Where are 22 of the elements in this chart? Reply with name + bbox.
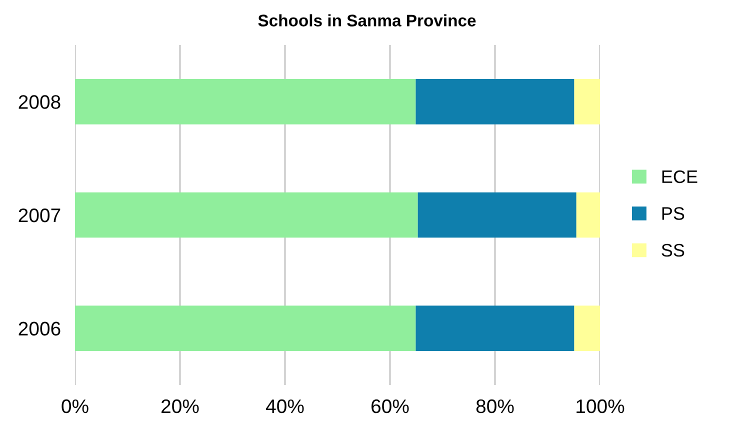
x-tick-label: 80%: [476, 399, 514, 414]
x-tick-label: 100%: [576, 399, 624, 414]
bar: [576, 192, 600, 238]
y-tick-label: 2008: [18, 95, 60, 109]
bar: [418, 192, 576, 238]
x-tick-label: 60%: [372, 399, 409, 414]
chart-title: Schools in Sanma Province: [258, 14, 476, 26]
y-tick-label: 2006: [18, 322, 60, 336]
legend-label: PS: [662, 207, 684, 220]
bar: [574, 79, 600, 124]
bar: [416, 79, 574, 124]
x-tick-label: 20%: [162, 399, 199, 414]
bar: [75, 79, 416, 124]
x-tick-label: 0%: [62, 399, 88, 414]
bar: [574, 306, 600, 351]
bar: [75, 192, 418, 238]
bar: [75, 306, 416, 351]
legend-label: ECE: [662, 170, 698, 184]
bar: [416, 306, 574, 351]
x-tick-label: 40%: [266, 399, 304, 414]
y-tick-label: 2007: [18, 208, 60, 222]
legend-label: SS: [662, 244, 684, 257]
